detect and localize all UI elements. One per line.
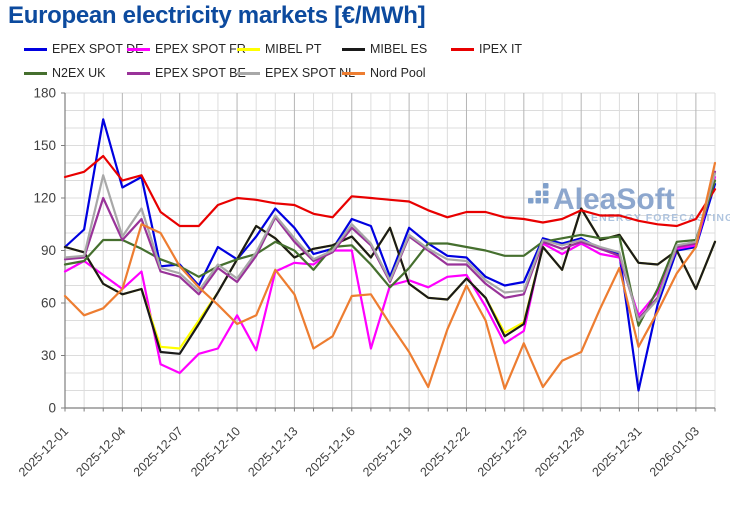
legend-item-epex-spot-be: EPEX SPOT BE xyxy=(127,66,246,80)
y-tick-label: 120 xyxy=(33,191,56,206)
y-tick-label: 0 xyxy=(48,401,56,416)
price-chart: 0 30 60 90 120 150 180 2025-12-01 2025-12-04 2025… xyxy=(0,85,730,509)
legend-label: EPEX SPOT DE xyxy=(52,42,144,56)
x-tick-label: 2025-12-13 xyxy=(245,424,300,479)
series-line-epex-spot-be xyxy=(63,170,717,320)
x-tick-label: 2025-12-31 xyxy=(590,424,645,479)
y-tick-label: 150 xyxy=(33,138,56,153)
legend-item-ipex-it: IPEX IT xyxy=(451,42,522,56)
logo-dot-icon xyxy=(543,190,549,196)
series-line-ipex-it xyxy=(63,154,717,228)
x-tick-label: 2025-12-22 xyxy=(417,424,472,479)
y-tick-label: 30 xyxy=(41,348,56,363)
legend-label: MIBEL PT xyxy=(265,42,322,56)
legend-item-n2ex-uk: N2EX UK xyxy=(24,66,106,80)
legend-swatch-icon xyxy=(237,71,260,75)
legend-label: IPEX IT xyxy=(479,42,523,56)
logo-dot-icon xyxy=(535,190,541,196)
x-tick-label: 2025-12-10 xyxy=(188,424,243,479)
legend-swatch-icon xyxy=(127,47,150,51)
series-line-epex-spot-fr xyxy=(63,175,717,375)
page-title: European electricity markets [€/MWh] xyxy=(8,2,426,29)
logo-dot-icon xyxy=(535,198,541,204)
legend-swatch-icon xyxy=(451,47,474,51)
watermark-brand: AleaSoft xyxy=(553,183,675,216)
legend-item-epex-spot-nl: EPEX SPOT NL xyxy=(237,66,355,80)
logo-dot-icon xyxy=(543,198,549,204)
y-tick-label: 90 xyxy=(41,243,56,258)
y-tick-label: 180 xyxy=(33,86,56,101)
x-tick-label: 2025-12-19 xyxy=(360,424,415,479)
x-tick-label: 2025-12-16 xyxy=(303,424,358,479)
legend-swatch-icon xyxy=(237,47,260,51)
legend-swatch-icon xyxy=(24,71,47,75)
x-tick-label: 2025-12-01 xyxy=(16,424,71,479)
series-line-nord-pool xyxy=(63,161,717,390)
legend-label: EPEX SPOT BE xyxy=(155,66,246,80)
legend-swatch-icon xyxy=(127,71,150,75)
x-tick-label: 2026-01-03 xyxy=(647,424,702,479)
y-tick-label: 60 xyxy=(41,296,56,311)
legend-label: N2EX UK xyxy=(52,66,106,80)
logo-dot-icon xyxy=(543,183,549,189)
legend-label: MIBEL ES xyxy=(370,42,428,56)
x-tick-label: 2025-12-04 xyxy=(73,424,128,479)
legend-item-nord-pool: Nord Pool xyxy=(342,66,426,80)
legend-label: Nord Pool xyxy=(370,66,426,80)
legend-item-epex-spot-fr: EPEX SPOT FR xyxy=(127,42,246,56)
legend-swatch-icon xyxy=(342,47,365,51)
x-tick-label: 2025-12-28 xyxy=(532,424,587,479)
legend-item-epex-spot-de: EPEX SPOT DE xyxy=(24,42,143,56)
series-line-n2ex-uk xyxy=(63,179,717,327)
legend-label: EPEX SPOT FR xyxy=(155,42,246,56)
legend-item-mibel-pt: MIBEL PT xyxy=(237,42,322,56)
logo-dot-icon xyxy=(528,198,534,204)
x-tick-label: 2025-12-07 xyxy=(131,424,186,479)
legend-swatch-icon xyxy=(24,47,47,51)
x-tick-label: 2025-12-25 xyxy=(475,424,530,479)
legend-item-mibel-es: MIBEL ES xyxy=(342,42,427,56)
watermark-tagline: ENERGY FORECASTING xyxy=(591,212,730,224)
legend-swatch-icon xyxy=(342,71,365,75)
legend-label: EPEX SPOT NL xyxy=(265,66,356,80)
series-line-epex-spot-nl xyxy=(63,172,717,322)
